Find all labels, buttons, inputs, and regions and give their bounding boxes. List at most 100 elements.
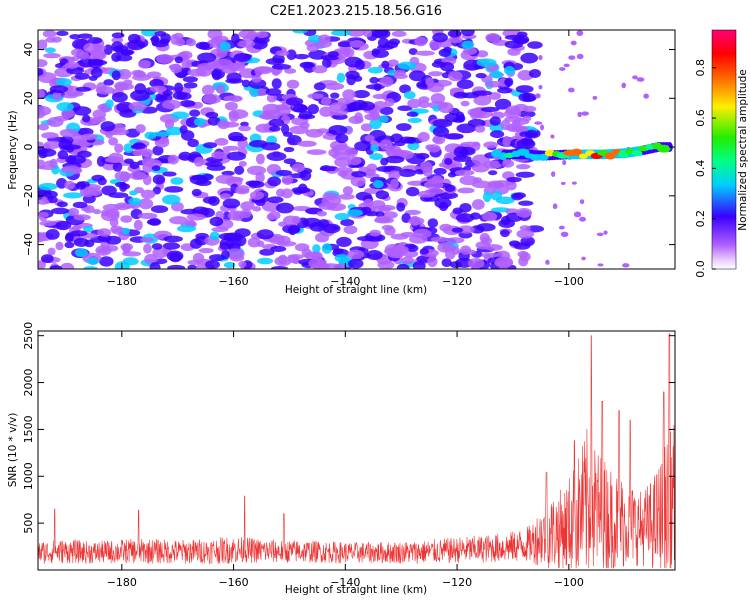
spectrogram-noise-blob bbox=[201, 84, 215, 96]
spectrogram-noise-blob bbox=[255, 123, 272, 133]
spectrogram-noise-blob bbox=[275, 202, 294, 214]
spectrogram-noise-blob bbox=[276, 188, 285, 198]
spectrogram-noise-blob bbox=[56, 102, 74, 112]
spectrogram-noise-blob bbox=[455, 213, 475, 223]
spectrogram-noise-blob bbox=[393, 69, 407, 77]
spectrogram-noise-blob bbox=[266, 151, 287, 161]
spectrogram-noise-blob bbox=[187, 138, 199, 148]
spectrogram-signal-band bbox=[490, 142, 673, 161]
spectrogram-noise-blob bbox=[38, 39, 48, 51]
spectrogram-noise-blob bbox=[301, 248, 312, 258]
spectrogram-noise-blob bbox=[151, 165, 161, 172]
spectrogram-noise-blob bbox=[405, 186, 420, 197]
spectrogram-noise-blob bbox=[63, 192, 84, 199]
spectrogram-x-tick-label: −140 bbox=[330, 275, 360, 288]
spectrogram-noise-blob bbox=[49, 158, 58, 169]
spectrogram-noise-blob bbox=[471, 199, 485, 210]
spectrogram-noise-blob bbox=[97, 103, 109, 111]
spectrogram-noise-blob bbox=[563, 63, 570, 68]
spectrogram-noise-blob bbox=[261, 142, 281, 151]
spectrogram-noise-blob bbox=[164, 186, 184, 193]
spectrogram-noise-blob bbox=[434, 197, 452, 209]
spectrogram-noise-blob bbox=[240, 121, 249, 127]
spectrogram-noise-blob bbox=[430, 93, 446, 104]
spectrogram-noise-blob bbox=[453, 91, 468, 99]
spectrogram-noise-blob bbox=[455, 111, 465, 121]
spectrogram-noise-blob bbox=[560, 181, 566, 185]
spectrogram-noise-blob bbox=[143, 243, 152, 254]
spectrogram-noise-blob bbox=[441, 258, 452, 268]
spectrogram-noise-blob bbox=[138, 59, 151, 69]
spectrogram-noise-blob bbox=[151, 243, 163, 250]
spectrogram-noise-blob bbox=[38, 260, 46, 269]
spectrogram-noise-blob bbox=[428, 71, 444, 77]
colorbar-label: Normalized spectral amplitude bbox=[737, 69, 749, 230]
spectrogram-x-tick-label: −160 bbox=[218, 275, 248, 288]
spectrogram-noise-blob bbox=[535, 93, 541, 99]
spectrogram-noise-blob bbox=[266, 93, 277, 103]
spectrogram-noise-blob bbox=[375, 190, 390, 200]
spectrogram-noise-blob bbox=[208, 254, 226, 262]
spectrogram-noise-blob bbox=[191, 188, 202, 197]
spectrogram-noise-blob bbox=[163, 235, 183, 243]
spectrogram-noise-blob bbox=[239, 209, 252, 218]
spectrogram-noise-blob bbox=[251, 74, 262, 83]
spectrogram-noise-blob bbox=[45, 229, 60, 240]
spectrogram-noise-blob bbox=[238, 160, 247, 167]
spectrogram-noise-blob bbox=[39, 220, 57, 227]
spectrogram-noise-blob bbox=[133, 219, 143, 231]
spectrogram-noise-blob bbox=[579, 199, 585, 205]
spectrogram-noise-blob bbox=[38, 72, 57, 83]
spectrogram-noise-blob bbox=[460, 245, 472, 255]
spectrogram-noise-blob bbox=[111, 41, 124, 53]
spectrogram-noise-blob bbox=[294, 53, 309, 60]
spectrogram-noise-blob bbox=[266, 213, 275, 221]
spectrogram-noise-blob bbox=[447, 172, 457, 178]
spectrogram-noise-blob bbox=[57, 150, 69, 160]
spectrogram-noise-blob bbox=[337, 41, 353, 48]
spectrogram-noise-blob bbox=[209, 231, 220, 240]
spectrogram-noise-blob bbox=[334, 167, 353, 173]
spectrogram-band-blob bbox=[657, 144, 671, 153]
spectrogram-noise-blob bbox=[422, 166, 433, 177]
spectrogram-noise-blob bbox=[480, 106, 500, 112]
spectrogram-noise-blob bbox=[103, 79, 115, 86]
spectrogram-noise-blob bbox=[219, 41, 231, 51]
spectrogram-noise-blob bbox=[144, 131, 157, 140]
spectrogram-noise-blob bbox=[205, 260, 220, 269]
spectrogram-noise-blob bbox=[49, 265, 63, 269]
spectrogram-noise-blob bbox=[375, 215, 391, 223]
spectrogram-noise-blob bbox=[567, 87, 575, 93]
spectrogram-noise-blob bbox=[274, 256, 292, 267]
spectrogram-noise-blob bbox=[249, 190, 265, 200]
spectrogram-noise-blob bbox=[560, 231, 569, 237]
spectrogram-noise-blob bbox=[195, 41, 210, 50]
spectrogram-noise-blob bbox=[227, 210, 241, 221]
spectrogram-noise-blob bbox=[268, 118, 285, 127]
spectrogram-noise-blob bbox=[255, 172, 265, 183]
spectrogram-noise-blob bbox=[516, 229, 535, 239]
spectrogram-noise-blob bbox=[324, 82, 345, 91]
spectrogram-noise-blob bbox=[77, 51, 90, 60]
spectrogram-noise-blob bbox=[519, 225, 531, 231]
snr-y-ticks: 500 1000 1500 2000 2500 bbox=[22, 322, 675, 534]
spectrogram-noise-blob bbox=[61, 165, 82, 174]
spectrogram-noise-blob bbox=[129, 161, 140, 170]
spectrogram-noise-blob bbox=[283, 158, 296, 165]
spectrogram-noise-blob bbox=[224, 101, 238, 111]
spectrogram-noise-blob bbox=[205, 161, 223, 167]
spectrogram-noise-blob bbox=[347, 209, 363, 217]
spectrogram-noise-blob bbox=[331, 144, 352, 155]
spectrogram-noise-blob bbox=[353, 75, 363, 82]
spectrogram-noise-blob bbox=[316, 128, 329, 134]
spectrogram-noise-blob bbox=[487, 181, 505, 189]
spectrogram-noise-blob bbox=[559, 67, 566, 71]
spectrogram-noise-blob bbox=[379, 76, 394, 88]
spectrogram-noise-blob bbox=[255, 31, 269, 39]
spectrogram-noise-blob bbox=[38, 141, 44, 148]
spectrogram-noise-blob bbox=[364, 211, 379, 217]
spectrogram-band-blob bbox=[578, 153, 588, 159]
spectrogram-noise-blob bbox=[77, 150, 92, 158]
spectrogram-noise-blob bbox=[461, 30, 475, 37]
spectrogram-noise-blob bbox=[475, 223, 496, 232]
